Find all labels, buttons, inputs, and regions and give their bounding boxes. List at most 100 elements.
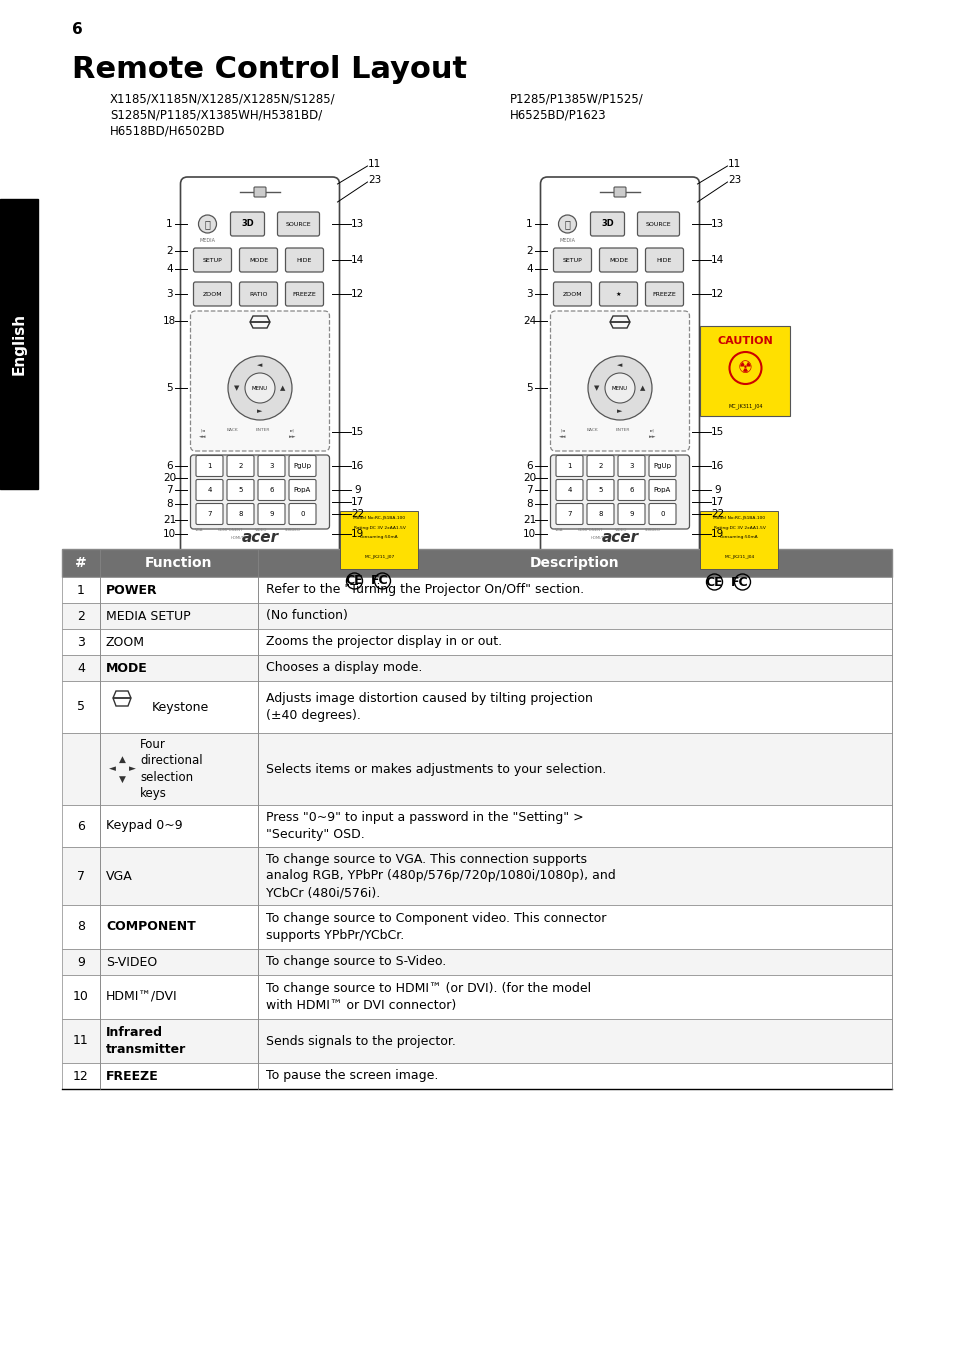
Text: 10: 10 [73, 991, 89, 1003]
Text: 14: 14 [351, 255, 364, 266]
Text: ZOOM: ZOOM [106, 635, 145, 649]
FancyBboxPatch shape [550, 455, 689, 528]
Text: 12: 12 [73, 1069, 89, 1083]
Text: Function: Function [145, 556, 213, 570]
Text: 6: 6 [269, 487, 274, 493]
Text: 1: 1 [567, 463, 571, 470]
Text: 7: 7 [77, 869, 85, 883]
Text: 2: 2 [77, 609, 85, 623]
Bar [257, 1019, 891, 1062]
Bar [257, 654, 891, 680]
Text: (No function): (No function) [266, 609, 348, 623]
Bar [100, 949, 257, 975]
Bar [257, 628, 891, 654]
Text: 15: 15 [710, 427, 723, 437]
Text: 4: 4 [526, 264, 533, 274]
FancyBboxPatch shape [618, 504, 644, 524]
FancyBboxPatch shape [289, 504, 315, 524]
Text: ►: ► [617, 408, 622, 413]
Circle shape [729, 352, 760, 383]
Text: 22: 22 [351, 509, 364, 519]
Text: ZOOM: ZOOM [562, 292, 581, 297]
Text: 7: 7 [207, 511, 212, 517]
FancyBboxPatch shape [648, 456, 676, 476]
FancyBboxPatch shape [618, 479, 644, 501]
Bar [257, 949, 891, 975]
Text: ▲: ▲ [639, 385, 645, 392]
Text: ▲: ▲ [118, 754, 125, 764]
Text: MODE: MODE [106, 661, 148, 675]
FancyBboxPatch shape [618, 456, 644, 476]
FancyBboxPatch shape [648, 504, 676, 524]
Bar [257, 732, 891, 805]
Text: MC_JK311_J04: MC_JK311_J04 [727, 402, 762, 409]
Circle shape [228, 356, 292, 420]
Bar [62, 549, 891, 576]
Text: MENU: MENU [252, 386, 268, 390]
Text: 8: 8 [238, 511, 242, 517]
Text: Keypad 0~9: Keypad 0~9 [106, 820, 182, 832]
FancyBboxPatch shape [191, 455, 329, 528]
Bar [62, 732, 100, 805]
Text: 18: 18 [163, 316, 176, 326]
Text: 2: 2 [526, 246, 533, 256]
Text: Consuming:50mA: Consuming:50mA [720, 535, 758, 539]
Text: 5: 5 [238, 487, 242, 493]
Text: 9: 9 [269, 511, 274, 517]
Text: 11: 11 [73, 1035, 89, 1047]
Text: S-VIDEO: S-VIDEO [644, 528, 659, 533]
Text: Infrared
transmitter: Infrared transmitter [106, 1027, 186, 1055]
Text: HDMI/DVI: HDMI/DVI [590, 537, 608, 539]
Text: 2: 2 [598, 463, 602, 470]
FancyBboxPatch shape [590, 212, 624, 235]
Text: 23: 23 [727, 175, 740, 185]
FancyBboxPatch shape [556, 456, 582, 476]
Text: 12: 12 [351, 289, 364, 298]
Text: Adjusts image distortion caused by tilting projection
(±40 degrees).: Adjusts image distortion caused by tilti… [266, 693, 592, 721]
FancyBboxPatch shape [614, 188, 625, 197]
Text: 6: 6 [629, 487, 633, 493]
Text: MEDIA SETUP: MEDIA SETUP [106, 609, 191, 623]
FancyBboxPatch shape [598, 282, 637, 307]
Text: 3: 3 [629, 463, 633, 470]
Bar [100, 680, 257, 732]
Text: VGA: VGA [106, 869, 132, 883]
Text: CAUTION: CAUTION [717, 335, 773, 346]
Circle shape [198, 215, 216, 233]
Text: ▼: ▼ [234, 385, 239, 392]
Text: ★: ★ [615, 292, 620, 297]
FancyBboxPatch shape [231, 212, 264, 235]
Text: 6: 6 [77, 820, 85, 832]
Bar [257, 1062, 891, 1088]
Text: PopA: PopA [294, 487, 311, 493]
Text: 3: 3 [526, 289, 533, 298]
Bar [62, 805, 100, 847]
Text: COMPONENT: COMPONENT [578, 528, 602, 533]
Text: acer: acer [241, 530, 278, 545]
FancyBboxPatch shape [556, 479, 582, 501]
Text: 9: 9 [714, 485, 720, 496]
Text: 7: 7 [166, 485, 172, 496]
Text: MEDIA: MEDIA [558, 238, 575, 244]
FancyBboxPatch shape [239, 248, 277, 272]
Text: 1: 1 [526, 219, 533, 229]
Bar [62, 628, 100, 654]
Text: MODE: MODE [249, 257, 268, 263]
Text: ◄: ◄ [109, 764, 115, 773]
Bar [62, 975, 100, 1019]
Text: 19: 19 [710, 528, 723, 539]
Text: ◄: ◄ [257, 361, 262, 368]
Bar [700, 326, 790, 416]
FancyBboxPatch shape [227, 504, 253, 524]
Text: 9: 9 [77, 956, 85, 968]
Text: 13: 13 [351, 219, 364, 229]
Text: 12: 12 [710, 289, 723, 298]
Text: ▼: ▼ [594, 385, 599, 392]
Text: ⏻: ⏻ [204, 219, 211, 229]
FancyBboxPatch shape [227, 456, 253, 476]
Bar [257, 680, 891, 732]
FancyBboxPatch shape [637, 212, 679, 235]
FancyBboxPatch shape [195, 504, 223, 524]
Text: VIDEO: VIDEO [255, 528, 268, 533]
FancyBboxPatch shape [285, 248, 323, 272]
